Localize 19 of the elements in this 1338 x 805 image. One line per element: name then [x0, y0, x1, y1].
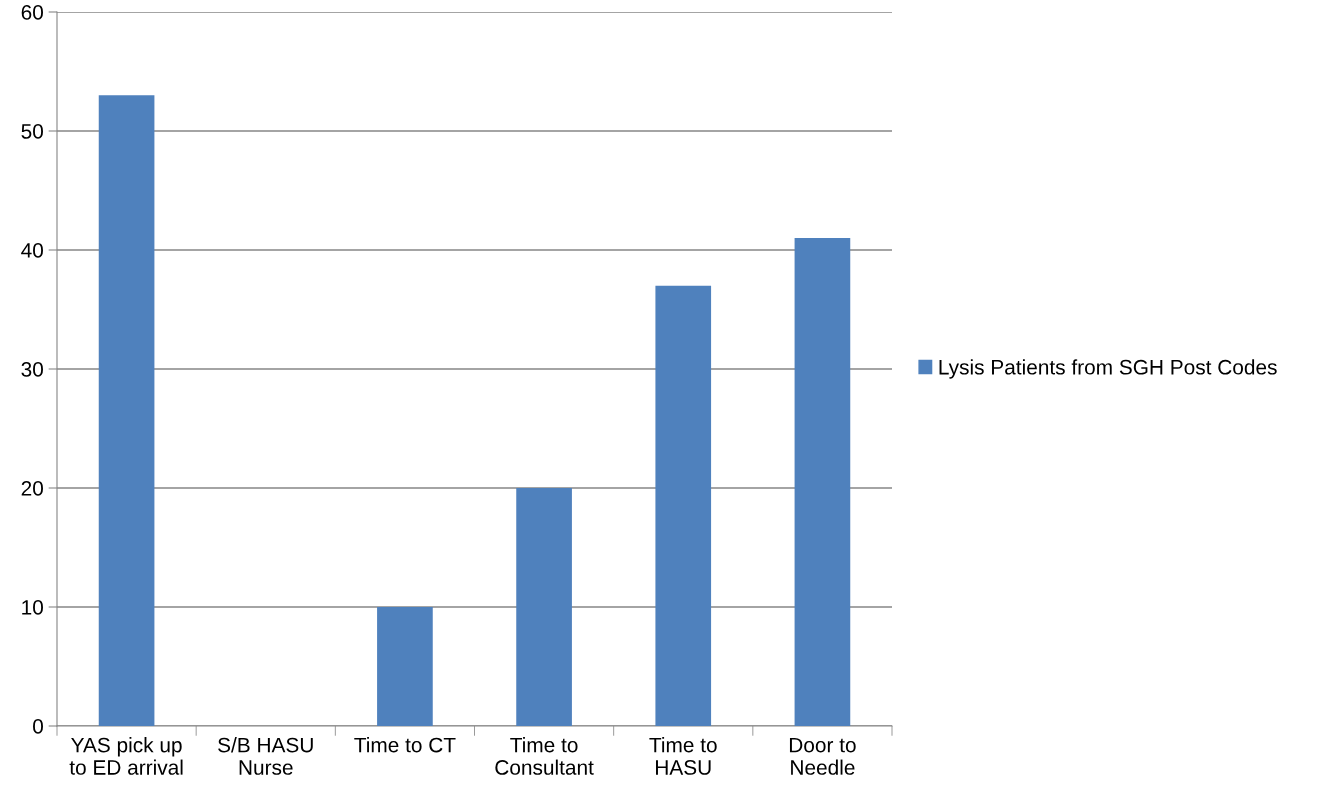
y-tick-label: 20: [21, 481, 43, 496]
y-tick-label: 60: [21, 5, 43, 20]
x-tick-label: Door to Needle: [789, 737, 856, 775]
x-tick-label: Time to Consultant: [495, 737, 594, 775]
legend-label: Lysis Patients from SGH Post Codes: [939, 359, 1277, 379]
bar: [655, 285, 712, 726]
bar: [794, 238, 851, 726]
x-tick-label: Time to HASU: [649, 737, 717, 775]
bar: [377, 607, 433, 726]
bar: [516, 488, 572, 726]
y-tick-label: 30: [21, 362, 43, 377]
x-tick-label: YAS pick up to ED arrival: [69, 737, 183, 775]
y-tick-label: 50: [21, 124, 43, 139]
y-tick-label: 40: [21, 243, 43, 258]
x-tick-label: S/B HASU Nurse: [218, 737, 313, 775]
x-tick-label: Time to CT: [354, 737, 456, 753]
bar: [98, 95, 155, 726]
y-tick-label: 10: [22, 600, 43, 615]
y-tick-label: 0: [33, 719, 43, 734]
